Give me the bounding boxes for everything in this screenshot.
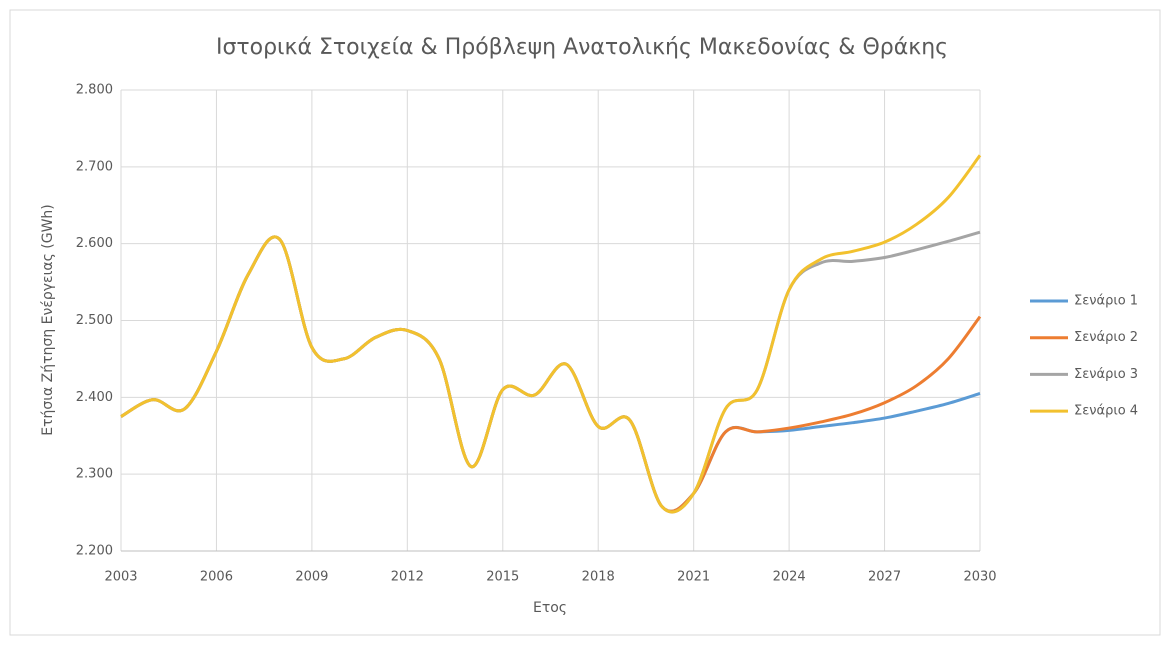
x-tick-label: 2012 <box>391 570 424 585</box>
x-tick-label: 2024 <box>773 570 806 585</box>
y-tick-label: 2.500 <box>76 313 113 328</box>
y-tick-label: 2.400 <box>76 390 113 405</box>
x-tick-label: 2006 <box>200 570 233 585</box>
y-axis-label: Ετήσια Ζήτηση Ενέργειας (GWh) <box>40 204 56 436</box>
y-tick-label: 2.200 <box>76 544 113 559</box>
series-line <box>120 154 982 514</box>
legend-label: Σενάριο 1 <box>1074 294 1138 309</box>
x-tick-label: 2030 <box>963 570 996 585</box>
legend-label: Σενάριο 4 <box>1074 404 1138 419</box>
x-tick-label: 2027 <box>868 570 901 585</box>
x-tick-label: 2003 <box>104 570 137 585</box>
legend-label: Σενάριο 3 <box>1074 367 1138 382</box>
chart-title: Ιστορικά Στοιχεία & Πρόβλεψη Ανατολικής … <box>216 35 948 60</box>
y-tick-label: 2.800 <box>76 83 113 98</box>
y-tick-label: 2.300 <box>76 467 113 482</box>
legend-label: Σενάριο 2 <box>1074 330 1138 345</box>
y-tick-label: 2.600 <box>76 236 113 251</box>
x-tick-label: 2015 <box>486 570 519 585</box>
y-tick-label: 2.700 <box>76 159 113 174</box>
x-tick-label: 2009 <box>295 570 328 585</box>
x-axis-label: Ετος <box>533 600 567 616</box>
x-tick-label: 2018 <box>582 570 615 585</box>
chart-border <box>9 9 1161 636</box>
x-tick-label: 2021 <box>677 570 710 585</box>
